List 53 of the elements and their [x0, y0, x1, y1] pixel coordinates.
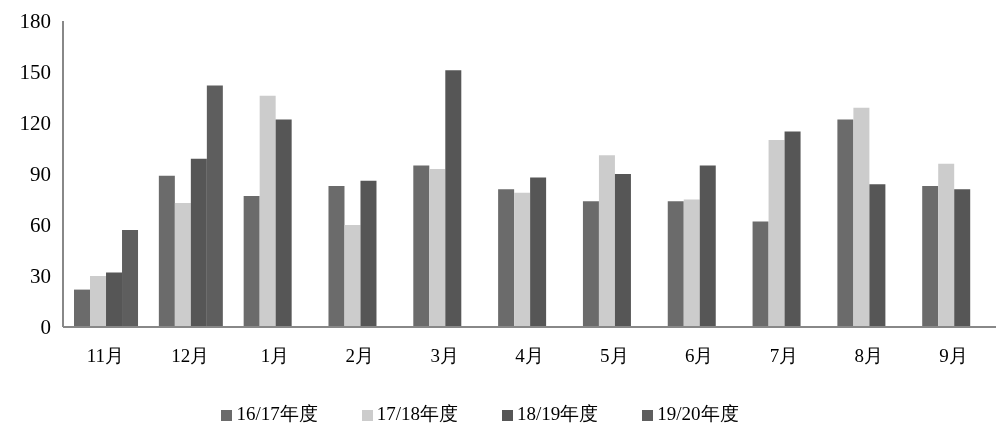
x-tick-label: 3月 [430, 345, 459, 367]
bar [74, 289, 91, 327]
bar [174, 202, 191, 327]
legend-label: 17/18年度 [376, 403, 458, 424]
bar [344, 225, 361, 327]
bar [699, 165, 716, 327]
legend-label: 16/17年度 [236, 403, 318, 424]
bar [938, 163, 955, 327]
legend-label: 19/20年度 [657, 403, 739, 424]
bar [752, 221, 769, 327]
bar [429, 168, 446, 327]
x-tick-label: 9月 [939, 345, 968, 367]
y-tick-label: 30 [30, 264, 51, 289]
bar [582, 201, 599, 327]
bar [683, 199, 700, 327]
bar [853, 107, 870, 327]
y-tick-label: 120 [19, 111, 51, 136]
bar [498, 189, 515, 327]
y-tick-label: 60 [30, 213, 51, 238]
x-tick-label: 4月 [515, 345, 544, 367]
bar [598, 155, 615, 327]
bar [514, 192, 531, 327]
bar [768, 140, 785, 327]
bar [328, 185, 345, 327]
bar [243, 196, 260, 327]
y-tick-label: 180 [19, 9, 51, 34]
bar [869, 184, 886, 327]
x-tick-label: 12月 [171, 345, 210, 367]
x-tick-label: 6月 [684, 345, 714, 367]
bar [530, 177, 547, 327]
legend-label: 18/19年度 [517, 403, 599, 424]
x-tick-label: 1月 [260, 345, 290, 367]
x-tick-label: 11月 [86, 345, 125, 367]
bar [275, 119, 292, 327]
x-tick-label: 8月 [854, 345, 884, 367]
bar [922, 185, 939, 327]
bar [445, 70, 462, 327]
bar [837, 119, 854, 327]
x-tick-label: 2月 [345, 345, 375, 367]
bar [667, 201, 684, 327]
bar [784, 131, 801, 327]
bar [158, 175, 175, 327]
bar [954, 189, 971, 327]
x-tick-label: 5月 [600, 345, 629, 367]
bar [360, 180, 377, 327]
y-tick-label: 90 [30, 162, 51, 187]
y-tick-label: 0 [40, 315, 51, 340]
x-tick-label: 7月 [769, 345, 799, 367]
bar [614, 174, 631, 327]
bar [413, 165, 430, 327]
bar [90, 276, 107, 327]
y-tick-label: 150 [19, 60, 51, 85]
bar [259, 95, 276, 327]
